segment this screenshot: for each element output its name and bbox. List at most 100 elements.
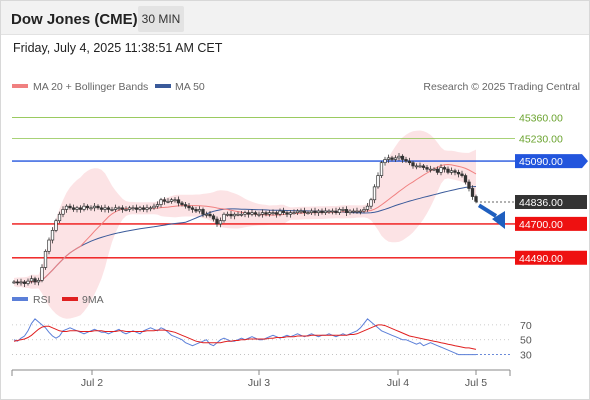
candle bbox=[327, 209, 331, 214]
candle bbox=[274, 210, 279, 218]
candle bbox=[386, 154, 391, 163]
candle bbox=[232, 212, 237, 220]
candle bbox=[124, 206, 128, 212]
candle bbox=[155, 201, 160, 209]
level-label-support: 44700.00 bbox=[519, 219, 563, 231]
candle bbox=[162, 197, 167, 205]
candle bbox=[264, 210, 268, 217]
candle bbox=[400, 154, 405, 163]
candle bbox=[92, 202, 97, 212]
candle bbox=[418, 162, 422, 168]
x-tick-label: Jul 5 bbox=[465, 377, 487, 389]
candle bbox=[103, 204, 107, 213]
candle bbox=[435, 166, 440, 175]
candle bbox=[446, 166, 450, 175]
legend-ma9-swatch bbox=[62, 297, 78, 301]
candle bbox=[414, 163, 419, 170]
candle bbox=[180, 201, 184, 207]
candle bbox=[75, 205, 79, 213]
rsi-line bbox=[13, 318, 476, 356]
candle bbox=[439, 164, 443, 176]
candle bbox=[148, 205, 153, 212]
candle bbox=[393, 155, 398, 162]
legend-ma50-label: MA 50 bbox=[175, 81, 205, 93]
candle bbox=[341, 206, 345, 213]
candle bbox=[351, 208, 356, 214]
candle bbox=[187, 202, 191, 211]
candle bbox=[113, 204, 118, 212]
candle bbox=[460, 170, 464, 178]
timeframe-badge[interactable]: 30 MIN bbox=[138, 6, 184, 32]
candle bbox=[19, 278, 23, 286]
candle bbox=[243, 210, 247, 218]
candle bbox=[306, 210, 310, 215]
candle bbox=[204, 211, 209, 218]
rsi-tick-label: 30 bbox=[520, 350, 532, 362]
candle bbox=[134, 204, 139, 213]
level-tag-pivot bbox=[515, 154, 588, 169]
level-tag-support bbox=[515, 216, 587, 231]
candle bbox=[218, 217, 223, 228]
x-tick-label: Jul 4 bbox=[387, 377, 409, 389]
forecast-arrow-head bbox=[492, 211, 505, 229]
candle bbox=[131, 205, 135, 211]
candle bbox=[309, 208, 314, 216]
candle bbox=[120, 205, 125, 213]
candle bbox=[428, 165, 433, 173]
candle bbox=[250, 209, 254, 217]
candle bbox=[456, 169, 461, 178]
candle bbox=[33, 276, 37, 285]
candle bbox=[372, 184, 377, 204]
instrument-title: Dow Jones (CME) bbox=[11, 11, 138, 28]
candle bbox=[173, 197, 177, 203]
candle bbox=[26, 278, 30, 286]
candle bbox=[383, 156, 387, 166]
rsi-tick-label: 50 bbox=[520, 335, 532, 347]
level-label-target: 45360.00 bbox=[519, 113, 563, 125]
candle bbox=[260, 209, 265, 218]
candle bbox=[355, 207, 359, 214]
x-tick-label: Jul 2 bbox=[81, 377, 103, 389]
candle bbox=[334, 207, 338, 215]
candle bbox=[159, 197, 163, 208]
candle bbox=[453, 168, 457, 176]
candle bbox=[12, 280, 16, 284]
level-tag-last bbox=[515, 195, 587, 210]
candle bbox=[271, 209, 275, 216]
candle bbox=[348, 209, 352, 215]
rsi-ma9-line bbox=[13, 324, 477, 350]
candle bbox=[127, 205, 132, 212]
candle bbox=[166, 198, 170, 204]
candle bbox=[246, 210, 251, 218]
candle bbox=[281, 207, 286, 216]
candle bbox=[470, 185, 475, 200]
level-tag-support bbox=[515, 250, 587, 265]
candle bbox=[379, 160, 384, 178]
candle bbox=[78, 205, 83, 213]
level-label-target: 45230.00 bbox=[519, 134, 563, 146]
candle bbox=[57, 211, 62, 224]
candle bbox=[40, 264, 44, 283]
candle bbox=[316, 209, 321, 217]
candle bbox=[117, 205, 121, 211]
candle bbox=[208, 211, 212, 218]
candle bbox=[432, 167, 436, 172]
candle bbox=[152, 203, 156, 210]
ma50-line bbox=[13, 186, 477, 284]
candle bbox=[99, 205, 104, 212]
candle bbox=[68, 203, 72, 210]
candle bbox=[358, 209, 363, 215]
candle bbox=[320, 208, 324, 215]
candle bbox=[253, 210, 258, 217]
candle bbox=[313, 207, 317, 216]
candle bbox=[330, 208, 335, 215]
candle bbox=[411, 160, 415, 169]
candle bbox=[229, 211, 233, 219]
candle bbox=[421, 163, 426, 170]
candle bbox=[390, 155, 394, 162]
candle bbox=[85, 204, 90, 211]
candle bbox=[474, 194, 478, 204]
candle bbox=[89, 205, 93, 211]
candle bbox=[197, 206, 202, 214]
candle bbox=[362, 206, 366, 213]
